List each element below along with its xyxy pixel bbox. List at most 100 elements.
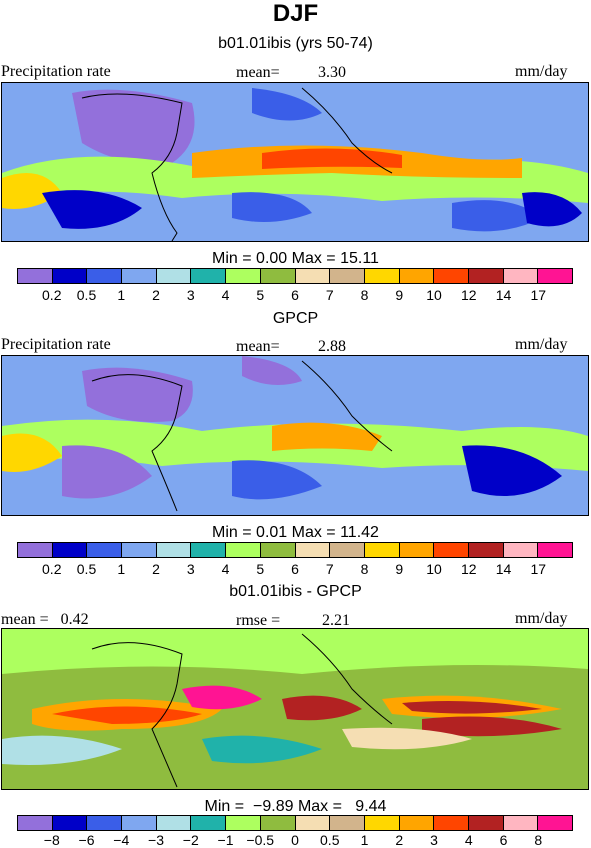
panel-2-title: GPCP	[272, 310, 319, 327]
colorbar-tick-label: 3	[186, 287, 195, 303]
colorbar-swatch	[18, 543, 53, 557]
colorbar-tick-label: −2	[182, 832, 199, 848]
colorbar-swatch	[122, 816, 157, 830]
colorbar-swatch	[122, 269, 157, 283]
colorbar-swatch	[468, 543, 504, 557]
panel-3-rmse-value: 2.21	[322, 612, 350, 629]
panel-2-minmax: Min = 0.01 Max = 11.42	[212, 524, 379, 541]
colorbar-tick-label: 0.5	[76, 287, 97, 303]
colorbar-swatch	[364, 543, 400, 557]
colorbar-swatch	[399, 816, 435, 830]
panel-2-colorbar-ticks: 0.2 0.5 1 2 3 4 5 6 7 8 9 10 12 14 17	[17, 561, 573, 577]
colorbar-swatch	[399, 269, 435, 283]
colorbar-swatch	[434, 543, 469, 557]
colorbar-tick-label: 0.2	[42, 561, 62, 577]
panel-1-mean-value: 3.30	[318, 64, 346, 81]
colorbar-tick-label: 12	[460, 561, 477, 577]
colorbar-swatch	[434, 816, 469, 830]
panel-2-field-label: Precipitation rate	[1, 336, 111, 353]
colorbar-tick-label: 3	[186, 561, 195, 577]
colorbar-swatch	[364, 269, 400, 283]
panel-3-rmse-label: rmse =	[236, 612, 281, 629]
colorbar-swatch	[503, 269, 539, 283]
colorbar-swatch	[18, 816, 53, 830]
colorbar-tick-label: 10	[426, 561, 442, 577]
colorbar-swatch	[295, 543, 331, 557]
panel-3-colorbar	[17, 815, 573, 831]
panel-3-map	[1, 628, 589, 790]
colorbar-tick-label: 8	[360, 287, 369, 303]
colorbar-swatch	[260, 543, 296, 557]
colorbar-tick-label: 9	[395, 561, 404, 577]
panel-2-units: mm/day	[515, 336, 568, 353]
colorbar-tick-label: −4	[113, 832, 130, 848]
colorbar-swatch	[226, 543, 261, 557]
colorbar-tick-label: 5	[256, 561, 265, 577]
panel-1-field-label: Precipitation rate	[1, 63, 111, 80]
colorbar-tick-label: 2	[152, 287, 160, 303]
colorbar-swatch	[87, 816, 123, 830]
colorbar-swatch	[191, 269, 227, 283]
colorbar-tick-label: 17	[530, 287, 547, 303]
colorbar-swatch	[503, 543, 539, 557]
colorbar-tick-label: 4	[221, 561, 230, 577]
colorbar-swatch	[226, 816, 261, 830]
colorbar-tick-label: 0.5	[76, 561, 97, 577]
colorbar-tick-label: 9	[395, 287, 404, 303]
colorbar-swatch	[399, 543, 435, 557]
figure-title: DJF	[272, 0, 319, 27]
colorbar-swatch	[87, 543, 123, 557]
colorbar-tick-label: 6	[291, 287, 299, 303]
colorbar-swatch	[87, 269, 123, 283]
colorbar-tick-label: −8	[43, 832, 60, 848]
colorbar-swatch	[52, 543, 88, 557]
colorbar-tick-label: 17	[530, 561, 547, 577]
colorbar-swatch	[156, 269, 192, 283]
colorbar-tick-label: 12	[460, 287, 477, 303]
colorbar-tick-label: −0.5	[246, 832, 275, 848]
colorbar-swatch	[18, 269, 53, 283]
panel-1-colorbar-ticks: 0.2 0.5 1 2 3 4 5 6 7 8 9 10 12 14 17	[17, 287, 573, 303]
colorbar-swatch	[468, 269, 504, 283]
colorbar-swatch	[226, 269, 261, 283]
colorbar-tick-label: 1	[360, 832, 369, 848]
panel-2-map	[1, 355, 589, 516]
colorbar-swatch	[122, 543, 157, 557]
colorbar-swatch	[295, 269, 331, 283]
panel-2-mean-label: mean=	[236, 338, 280, 355]
colorbar-tick-label: 0	[291, 832, 299, 848]
colorbar-tick-label: −3	[148, 832, 164, 848]
colorbar-swatch	[156, 543, 192, 557]
colorbar-tick-label: 6	[499, 832, 508, 848]
colorbar-swatch	[538, 816, 572, 830]
panel-3-units: mm/day	[515, 610, 568, 627]
colorbar-tick-label: 14	[495, 287, 512, 303]
colorbar-tick-label: 2	[395, 832, 404, 848]
colorbar-swatch	[260, 816, 296, 830]
colorbar-tick-label: 8	[534, 832, 543, 848]
colorbar-tick-label: 3	[430, 832, 438, 848]
colorbar-tick-label: 7	[325, 287, 334, 303]
colorbar-tick-label: 2	[152, 561, 160, 577]
colorbar-swatch	[364, 816, 400, 830]
panel-3-minmax: Min = −9.89 Max = 9.44	[204, 798, 387, 815]
panel-1-map	[1, 82, 589, 242]
panel-3-mean: mean = 0.42	[1, 611, 89, 628]
panel-1-minmax: Min = 0.00 Max = 15.11	[212, 250, 379, 267]
colorbar-swatch	[468, 816, 504, 830]
colorbar-tick-label: 1	[117, 287, 126, 303]
colorbar-tick-label: 4	[221, 287, 230, 303]
colorbar-tick-label: 0.5	[320, 832, 340, 848]
colorbar-swatch	[295, 816, 331, 830]
colorbar-tick-label: 5	[256, 287, 265, 303]
panel-1-mean-label: mean=	[236, 64, 280, 81]
colorbar-swatch	[330, 543, 365, 557]
colorbar-tick-label: −1	[217, 832, 234, 848]
panel-2-colorbar	[17, 542, 573, 558]
panel-1-title: b01.01ibis (yrs 50-74)	[218, 35, 373, 52]
panel-2-mean-value: 2.88	[318, 338, 346, 355]
colorbar-swatch	[191, 816, 227, 830]
colorbar-tick-label: 0.2	[42, 287, 62, 303]
colorbar-swatch	[503, 816, 539, 830]
panel-1-colorbar	[17, 268, 573, 284]
